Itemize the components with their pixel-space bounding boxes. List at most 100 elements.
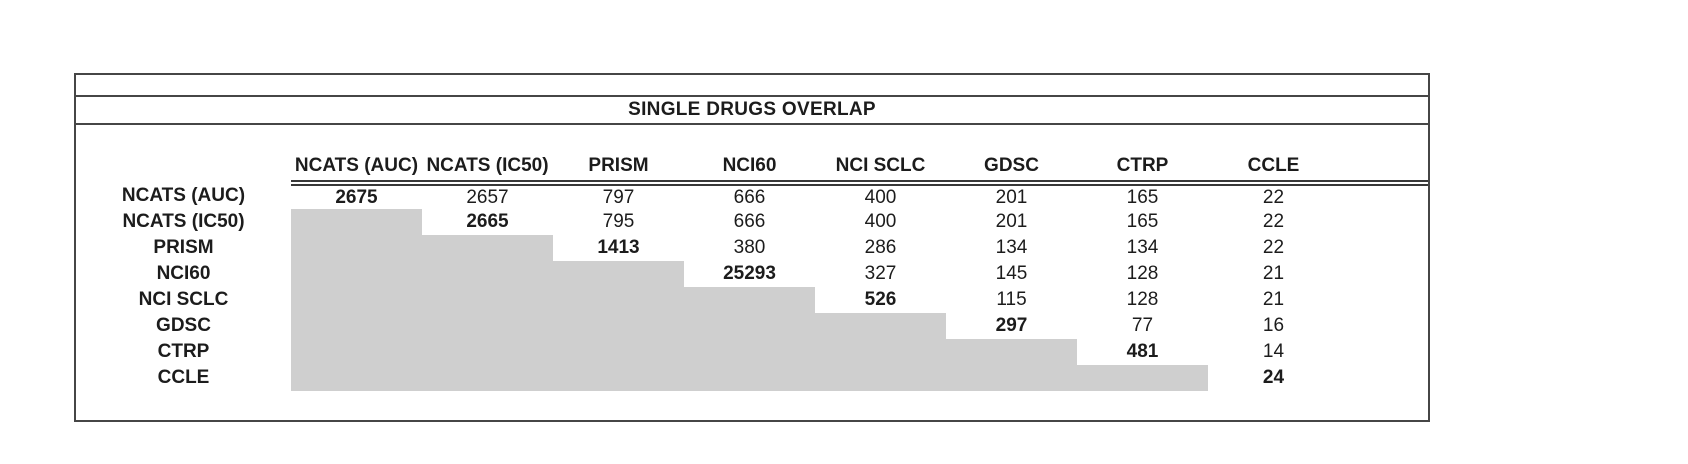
- cell-gdsc-gdsc: 297: [995, 315, 1028, 336]
- column-header-ncats-auc: NCATS (AUC): [291, 141, 422, 186]
- cell-ctrp-ccle: 14: [1262, 341, 1285, 362]
- row-header-prism: PRISM: [153, 237, 214, 258]
- cell-ncats-ic50-prism: 795: [602, 211, 635, 232]
- shaded-cell-ccle-prism: [553, 365, 684, 391]
- matrix-row-ctrp: CTRP 481 14: [76, 339, 1428, 365]
- shaded-cell-gdsc-prism: [553, 313, 684, 339]
- shaded-cell-gdsc-nci60: [684, 313, 815, 339]
- cell-prism-ccle: 22: [1262, 237, 1285, 258]
- shaded-cell-prism-ncats-ic50: [422, 235, 553, 261]
- cell-nci60-nci60: 25293: [723, 263, 776, 284]
- shaded-cell-ccle-gdsc: [946, 365, 1077, 391]
- shaded-cell-gdsc-ncats-auc: [291, 313, 422, 339]
- cell-prism-prism: 1413: [597, 237, 640, 258]
- cell-prism-ctrp: 134: [1126, 237, 1159, 258]
- shaded-cell-ccle-ncats-auc: [291, 365, 422, 391]
- cell-nci60-nci-sclc: 327: [864, 263, 897, 284]
- shaded-cell-nci60-ncats-auc: [291, 261, 422, 287]
- shaded-cell-ccle-ncats-ic50: [422, 365, 553, 391]
- shaded-cell-prism-ncats-auc: [291, 235, 422, 261]
- cell-gdsc-ctrp: 77: [1131, 315, 1154, 336]
- cell-ncats-ic50-ncats-ic50: 2665: [466, 211, 509, 232]
- row-header-gdsc: GDSC: [156, 315, 211, 336]
- matrix-row-ccle: CCLE 24: [76, 365, 1428, 391]
- row-spacer-cell: [1339, 339, 1428, 365]
- header-row: NCATS (AUC) NCATS (IC50) PRISM NCI60 NCI SCL…: [76, 141, 1428, 186]
- cell-prism-nci-sclc: 286: [864, 237, 897, 258]
- corner-cell: [76, 141, 291, 183]
- cell-nci60-ctrp: 128: [1126, 263, 1159, 284]
- row-spacer-cell: [1339, 261, 1428, 287]
- cell-nci-sclc-ccle: 21: [1262, 289, 1285, 310]
- shaded-cell-ccle-nci-sclc: [815, 365, 946, 391]
- cell-nci-sclc-ctrp: 128: [1126, 289, 1159, 310]
- row-header-nci60: NCI60: [156, 263, 211, 284]
- matrix-row-prism: PRISM 1413 380 286 134 134 22: [76, 235, 1428, 261]
- matrix-header-row: NCATS (AUC) NCATS (IC50) PRISM NCI60 NCI SCL…: [76, 141, 1428, 186]
- shaded-cell-nci-sclc-nci60: [684, 287, 815, 313]
- cell-ncats-auc-ctrp: 165: [1126, 186, 1159, 208]
- row-spacer-cell: [1339, 235, 1428, 261]
- cell-ncats-ic50-ctrp: 165: [1126, 211, 1159, 232]
- shaded-cell-gdsc-ncats-ic50: [422, 313, 553, 339]
- panel-title: SINGLE DRUGS OVERLAP: [76, 97, 1428, 125]
- cell-gdsc-ccle: 16: [1262, 315, 1285, 336]
- shaded-cell-ncats-ic50-ncats-auc: [291, 209, 422, 235]
- shaded-cell-ccle-ctrp: [1077, 365, 1208, 391]
- cell-ncats-auc-ncats-auc: 2675: [335, 186, 378, 208]
- shaded-cell-nci-sclc-ncats-ic50: [422, 287, 553, 313]
- cell-nci60-gdsc: 145: [995, 263, 1028, 284]
- cell-ncats-auc-prism: 797: [602, 186, 635, 208]
- single-drugs-overlap-panel: SINGLE DRUGS OVERLAP NCATS (AUC) NCATS (I…: [74, 73, 1430, 422]
- cell-ncats-ic50-gdsc: 201: [995, 211, 1028, 232]
- cell-nci-sclc-nci-sclc: 526: [864, 289, 897, 310]
- empty-header-strip: [76, 75, 1428, 97]
- cell-nci-sclc-gdsc: 115: [996, 289, 1027, 310]
- shaded-cell-ctrp-gdsc: [946, 339, 1077, 365]
- matrix-row-nci60: NCI60 25293 327 145 128 21: [76, 261, 1428, 287]
- column-header-prism: PRISM: [553, 141, 684, 186]
- shaded-cell-gdsc-nci-sclc: [815, 313, 946, 339]
- matrix-area: NCATS (AUC) NCATS (IC50) PRISM NCI60 NCI SCL…: [76, 125, 1428, 391]
- shaded-cell-nci60-ncats-ic50: [422, 261, 553, 287]
- cell-ncats-auc-gdsc: 201: [995, 186, 1028, 208]
- matrix-row-nci-sclc: NCI SCLC 526 115 128 21: [76, 287, 1428, 313]
- shaded-cell-ctrp-ncats-auc: [291, 339, 422, 365]
- cell-ncats-ic50-nci-sclc: 400: [864, 211, 897, 232]
- row-spacer-cell: [1339, 287, 1428, 313]
- shaded-cell-ctrp-ncats-ic50: [422, 339, 553, 365]
- cell-ncats-auc-nci-sclc: 400: [864, 186, 897, 208]
- cell-prism-gdsc: 134: [995, 237, 1028, 258]
- overlap-matrix-table: NCATS (AUC) NCATS (IC50) PRISM NCI60 NCI SCL…: [76, 141, 1428, 391]
- cell-prism-nci60: 380: [733, 237, 766, 258]
- cell-nci60-ccle: 21: [1262, 263, 1285, 284]
- shaded-cell-nci60-prism: [553, 261, 684, 287]
- row-spacer-cell: [1339, 313, 1428, 339]
- matrix-row-gdsc: GDSC 297 77 16: [76, 313, 1428, 339]
- shaded-cell-ctrp-nci-sclc: [815, 339, 946, 365]
- column-header-nci-sclc: NCI SCLC: [815, 141, 946, 186]
- shaded-cell-ctrp-prism: [553, 339, 684, 365]
- header-spacer-cell: [1339, 141, 1428, 186]
- row-spacer-cell: [1339, 365, 1428, 391]
- matrix-row-ncats-auc: NCATS (AUC) 2675 2657 797 666 400 201 165 22: [76, 183, 1428, 209]
- column-header-gdsc: GDSC: [946, 141, 1077, 186]
- row-spacer-cell: [1339, 209, 1428, 235]
- column-header-ccle: CCLE: [1208, 141, 1339, 186]
- shaded-cell-nci-sclc-ncats-auc: [291, 287, 422, 313]
- row-header-ccle: CCLE: [157, 367, 210, 388]
- matrix-row-ncats-ic50: NCATS (IC50) 2665 795 666 400 201 165 22: [76, 209, 1428, 235]
- cell-ccle-ccle: 24: [1262, 367, 1285, 388]
- column-header-ncats-ic50: NCATS (IC50): [422, 141, 553, 186]
- cell-ncats-auc-ncats-ic50: 2657: [466, 186, 509, 208]
- column-header-nci60: NCI60: [684, 141, 815, 186]
- cell-ncats-ic50-nci60: 666: [733, 211, 766, 232]
- shaded-cell-ccle-nci60: [684, 365, 815, 391]
- shaded-cell-ctrp-nci60: [684, 339, 815, 365]
- shaded-cell-nci-sclc-prism: [553, 287, 684, 313]
- cell-ctrp-ctrp: 481: [1126, 341, 1159, 362]
- row-header-ctrp: CTRP: [157, 341, 210, 362]
- column-header-ctrp: CTRP: [1077, 141, 1208, 186]
- matrix-body: NCATS (AUC) 2675 2657 797 666 400 201 165 22 NCAT…: [76, 183, 1428, 391]
